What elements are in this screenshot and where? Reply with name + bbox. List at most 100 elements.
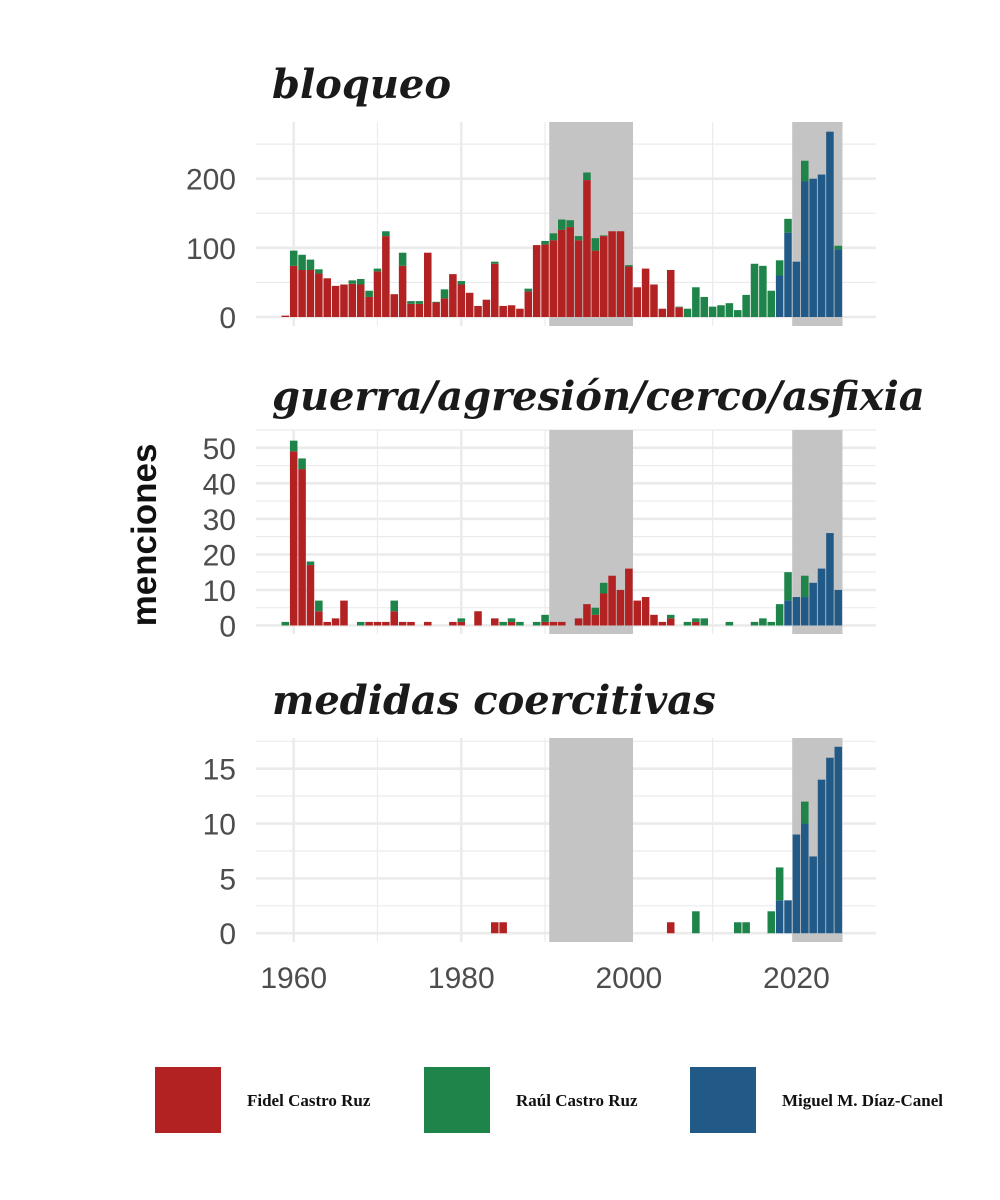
bar-raul-2008 [692,911,700,934]
bar-fidel-1980 [457,621,466,626]
bar-raul-1997 [599,582,608,594]
bar-fidel-1997 [599,236,608,318]
bar-raul-2015 [750,621,759,626]
bar-raul-2025 [834,245,843,250]
legend: Fidel Castro Ruz Raúl Castro Ruz Miguel M.… [155,1067,943,1133]
bar-diaz-2021 [801,597,809,626]
bar-fidel-1960 [289,265,298,318]
bar-fidel-1966 [340,600,348,626]
legend-label-raul: Raúl Castro Ruz [516,1091,638,1110]
bar-diaz-2023 [817,174,826,318]
bar-fidel-1992 [558,621,566,626]
bar-diaz-2020 [792,834,801,934]
bar-fidel-2008 [692,621,700,626]
bar-raul-1988 [524,288,533,292]
bar-fidel-1995 [583,180,591,318]
bar-fidel-1989 [532,245,541,318]
bar-fidel-1996 [591,250,600,318]
bar-raul-1961 [298,254,306,270]
legend-swatch-diaz [690,1067,756,1133]
bar-fidel-1984 [491,922,499,934]
bar-fidel-1986 [507,305,516,318]
y-tick-label: 5 [219,863,236,896]
bar-diaz-2023 [817,779,826,934]
bar-raul-1991 [549,233,558,241]
bar-raul-2007 [683,308,692,318]
bar-raul-2010 [708,306,717,318]
bar-fidel-1973 [398,621,407,626]
bar-raul-1990 [541,240,549,245]
bar-fidel-1994 [574,618,583,626]
bar-raul-1992 [558,219,566,230]
bar-fidel-1977 [432,302,440,318]
bar-fidel-2005 [666,269,675,318]
bar-raul-2018 [775,260,784,276]
bar-fidel-1986 [507,621,516,626]
bar-raul-2018 [775,604,784,626]
bar-fidel-1988 [524,291,533,318]
bar-fidel-1966 [340,284,348,318]
bar-raul-1995 [583,172,591,181]
bar-raul-1980 [457,618,466,622]
bar-fidel-1990 [541,244,549,318]
bar-raul-1967 [348,280,357,284]
bar-raul-2013 [733,310,742,318]
bar-diaz-2022 [809,856,817,934]
x-tick-label: 1960 [260,962,327,995]
panel-title: bloqueo [272,61,451,108]
bar-fidel-1991 [549,240,558,318]
bar-fidel-1973 [398,265,407,318]
shaded-period [792,122,843,326]
y-tick-label: 200 [186,164,236,197]
y-tick-label: 30 [203,504,236,537]
bar-raul-1978 [440,289,449,299]
bar-raul-1969 [365,290,373,297]
bar-fidel-2001 [633,600,641,626]
x-axis: 1960 1980 2000 2020 [260,962,829,995]
bar-raul-2007 [683,621,692,626]
bar-raul-2011 [717,305,725,318]
bar-fidel-1999 [616,589,625,626]
bar-fidel-1959 [281,315,290,318]
bar-raul-1960 [289,250,298,266]
bar-fidel-2004 [658,308,667,318]
y-tick-label: 10 [203,575,236,608]
bar-raul-2018 [775,867,784,901]
y-tick-label: 0 [219,610,236,643]
bar-raul-1994 [574,236,583,241]
bar-raul-1989 [532,621,541,626]
bar-fidel-1971 [382,621,390,626]
bar-fidel-1969 [365,296,373,318]
bar-raul-2013 [733,922,742,934]
y-tick-label: 100 [186,233,236,266]
bar-fidel-1962 [306,565,315,626]
bar-fidel-2001 [633,287,641,318]
bar-fidel-1970 [373,271,382,318]
bar-diaz-2018 [775,900,784,934]
bar-fidel-2005 [666,618,675,626]
bar-diaz-2019 [784,900,792,934]
bar-fidel-1972 [390,294,399,318]
bar-diaz-2025 [834,249,843,318]
bar-raul-1960 [289,440,298,452]
bar-fidel-1974 [407,303,415,318]
bar-raul-1975 [415,301,424,304]
bar-fidel-1975 [415,303,424,318]
bar-fidel-1996 [591,614,600,626]
bar-diaz-2024 [826,757,834,934]
bar-raul-1968 [356,278,365,285]
bar-raul-2014 [742,294,750,318]
bar-fidel-1993 [566,227,574,318]
bar-fidel-1994 [574,240,583,318]
bar-fidel-1974 [407,621,415,626]
bar-raul-2012 [725,303,734,318]
bar-raul-1996 [591,607,600,615]
bar-diaz-2024 [826,131,834,318]
bar-raul-1972 [390,600,399,612]
bar-diaz-2018 [775,275,784,318]
bar-raul-1961 [298,458,306,470]
bar-raul-1959 [281,621,290,626]
bar-diaz-2019 [784,600,792,626]
bar-raul-1980 [457,281,466,285]
bar-fidel-1979 [449,621,457,626]
